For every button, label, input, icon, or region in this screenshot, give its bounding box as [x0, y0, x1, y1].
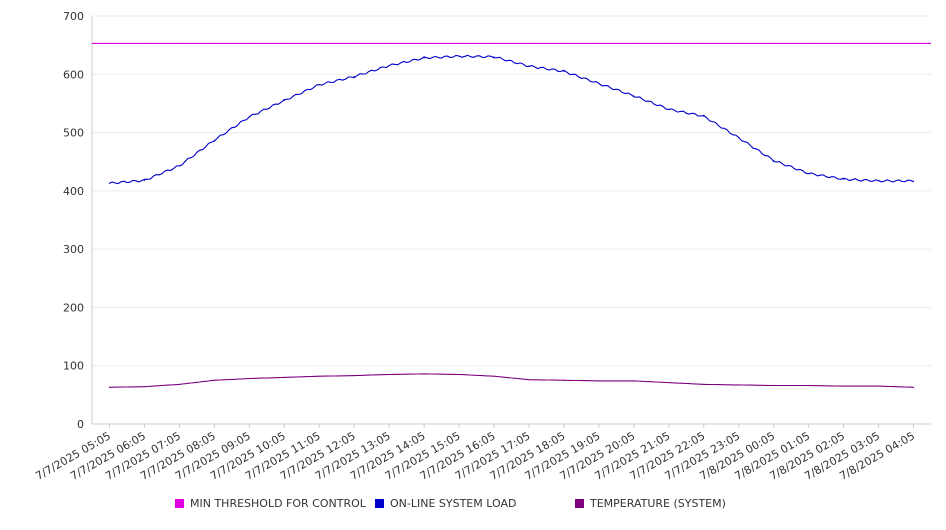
series-point-0-14: [598, 42, 600, 44]
series-point-2-13: [563, 379, 565, 381]
y-tick-label-200: 200: [63, 301, 84, 314]
series-point-2-4: [248, 377, 250, 380]
y-tick-label-300: 300: [63, 243, 84, 256]
series-point-1-9: [423, 57, 425, 59]
series-point-1-2: [178, 165, 180, 167]
series-point-0-13: [563, 42, 565, 44]
series-point-0-15: [633, 42, 635, 44]
series-point-2-10: [458, 373, 460, 376]
series-point-2-8: [388, 373, 390, 376]
series-point-0-3: [213, 42, 215, 44]
series-point-0-20: [808, 42, 810, 44]
series-point-2-19: [773, 384, 775, 387]
series-point-0-5: [283, 42, 285, 44]
series-point-1-17: [703, 115, 705, 117]
legend-label-system-load: ON-LINE SYSTEM LOAD: [390, 497, 517, 510]
series-point-2-6: [318, 375, 320, 377]
legend-label-min-threshold: MIN THRESHOLD FOR CONTROL: [190, 497, 366, 510]
series-point-0-7: [353, 42, 355, 44]
y-tick-label-700: 700: [63, 10, 84, 23]
legend-item-system-load[interactable]: ON-LINE SYSTEM LOAD: [375, 497, 516, 510]
series-point-1-10: [458, 55, 460, 57]
series-point-0-17: [703, 42, 705, 44]
series-point-0-19: [773, 42, 775, 44]
legend: MIN THRESHOLD FOR CONTROL ON-LINE SYSTEM…: [0, 497, 946, 515]
series-point-2-1: [143, 386, 146, 388]
series-point-2-14: [598, 380, 600, 382]
series-point-1-19: [773, 159, 775, 162]
series-point-1-18: [738, 137, 740, 139]
legend-swatch-min-threshold: [175, 499, 184, 508]
y-tick-label-100: 100: [63, 360, 84, 373]
series-point-1-12: [528, 65, 530, 67]
series-point-2-11: [493, 375, 495, 377]
legend-item-min-threshold[interactable]: MIN THRESHOLD FOR CONTROL: [175, 497, 366, 510]
series-point-2-21: [843, 385, 845, 387]
series-point-1-23: [912, 180, 915, 182]
series-point-0-16: [668, 42, 670, 44]
series-point-0-21: [843, 42, 845, 44]
series-point-2-3: [213, 379, 215, 381]
y-tick-label-500: 500: [63, 127, 84, 140]
series-point-2-16: [668, 382, 670, 384]
series-point-1-8: [388, 64, 390, 67]
series-point-1-20: [808, 172, 810, 174]
series-point-2-15: [633, 380, 635, 382]
legend-label-temperature: TEMPERATURE (SYSTEM): [590, 497, 726, 510]
series-point-2-22: [877, 385, 880, 387]
y-tick-label-400: 400: [63, 185, 84, 198]
series-point-1-16: [668, 108, 670, 110]
series-point-2-17: [703, 383, 705, 385]
series-point-2-12: [528, 379, 530, 381]
series-point-1-13: [563, 70, 565, 72]
legend-swatch-system-load: [375, 499, 384, 508]
series-line-2: [109, 373, 914, 388]
series-point-2-2: [178, 383, 180, 385]
series-point-1-3: [213, 139, 215, 141]
series-point-1-22: [877, 180, 880, 182]
series-point-1-15: [633, 95, 635, 97]
series-point-2-5: [283, 376, 285, 378]
series-point-0-6: [318, 42, 320, 44]
series-point-0-1: [143, 42, 146, 44]
series-point-0-0: [108, 42, 111, 44]
series-point-0-11: [493, 42, 495, 44]
series-point-1-6: [318, 84, 320, 86]
series-point-1-11: [493, 56, 495, 58]
series-point-0-2: [178, 42, 180, 44]
series-point-1-4: [248, 116, 250, 118]
series-point-0-8: [388, 42, 390, 44]
series-point-2-20: [808, 384, 810, 387]
series-point-0-9: [423, 42, 425, 44]
series-point-1-1: [143, 179, 146, 181]
series-point-2-0: [108, 386, 111, 388]
legend-item-temperature[interactable]: TEMPERATURE (SYSTEM): [575, 497, 726, 510]
series-point-1-21: [843, 178, 845, 180]
series-point-2-7: [353, 375, 355, 377]
series-point-2-18: [738, 384, 740, 386]
series-point-1-7: [353, 76, 355, 78]
series-point-0-12: [528, 42, 530, 44]
y-tick-label-600: 600: [63, 68, 84, 81]
series-point-1-14: [598, 83, 600, 85]
series-point-0-10: [458, 42, 460, 44]
series-point-2-23: [912, 386, 915, 388]
series-point-0-4: [248, 42, 250, 44]
y-tick-label-0: 0: [77, 418, 84, 431]
legend-swatch-temperature: [575, 499, 584, 508]
series-point-1-5: [283, 99, 285, 102]
series-point-2-9: [423, 373, 425, 375]
series-line-1: [109, 54, 914, 185]
series-point-0-23: [912, 42, 915, 44]
series-point-0-22: [877, 42, 880, 44]
series-point-0-18: [738, 42, 740, 44]
series-point-1-0: [108, 182, 111, 184]
